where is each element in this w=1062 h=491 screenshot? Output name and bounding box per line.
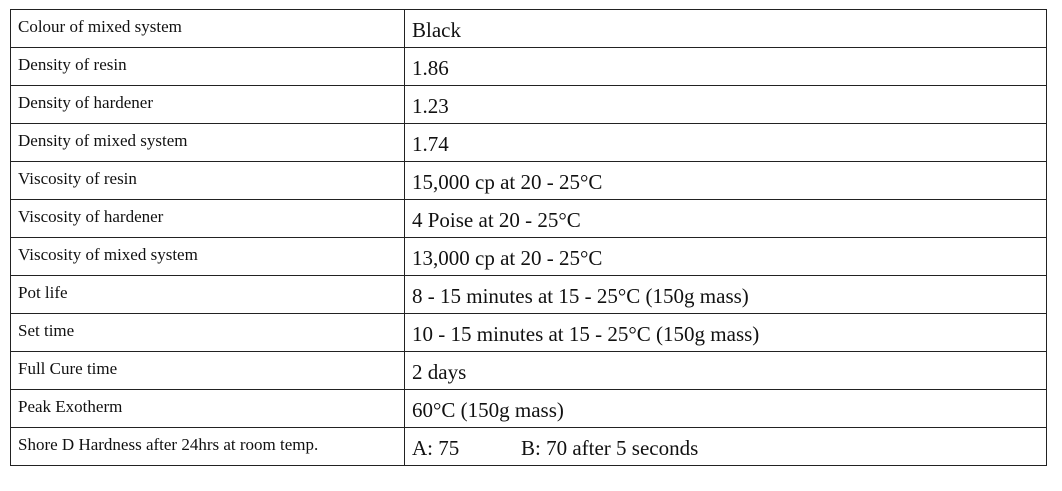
table-row: Pot life 8 - 15 minutes at 15 - 25°C (150… [10,275,1047,314]
property-cell: Density of mixed system [10,123,405,162]
table-row: Shore D Hardness after 24hrs at room tem… [10,427,1047,466]
value-cell: 1.23 [404,85,1047,124]
value-cell: 2 days [404,351,1047,390]
value-cell: 10 - 15 minutes at 15 - 25°C (150g mass) [404,313,1047,352]
property-cell: Set time [10,313,405,352]
value-cell: 8 - 15 minutes at 15 - 25°C (150g mass) [404,275,1047,314]
value-cell: A: 75 B: 70 after 5 seconds [404,427,1047,466]
table-row: Viscosity of mixed system 13,000 cp at 20… [10,237,1047,276]
property-cell: Density of hardener [10,85,405,124]
value-cell: 1.74 [404,123,1047,162]
value-cell: 13,000 cp at 20 - 25°C [404,237,1047,276]
property-cell: Shore D Hardness after 24hrs at room tem… [10,427,405,466]
value-cell: Black [404,9,1047,48]
table-row: Viscosity of hardener 4 Poise at 20 - 25°… [10,199,1047,238]
table-row: Viscosity of resin 15,000 cp at 20 - 25°C [10,161,1047,200]
property-cell: Pot life [10,275,405,314]
value-cell: 15,000 cp at 20 - 25°C [404,161,1047,200]
table-row: Density of hardener 1.23 [10,85,1047,124]
table-row: Colour of mixed system Black [10,9,1047,48]
table-body: Colour of mixed system Black Density of re… [10,9,1047,466]
property-cell: Viscosity of mixed system [10,237,405,276]
property-cell: Density of resin [10,47,405,86]
spec-table: Colour of mixed system Black Density of re… [10,9,1047,466]
value-cell: 1.86 [404,47,1047,86]
value-cell: 4 Poise at 20 - 25°C [404,199,1047,238]
table-row: Density of resin 1.86 [10,47,1047,86]
property-cell: Full Cure time [10,351,405,390]
value-part: B: 70 after 5 seconds [521,436,699,460]
value-cell: 60°C (150g mass) [404,389,1047,428]
property-cell: Peak Exotherm [10,389,405,428]
value-part: A: 75 [412,436,460,460]
table-row: Full Cure time 2 days [10,351,1047,390]
property-cell: Viscosity of hardener [10,199,405,238]
property-cell: Viscosity of resin [10,161,405,200]
table-row: Density of mixed system 1.74 [10,123,1047,162]
table-row: Peak Exotherm 60°C (150g mass) [10,389,1047,428]
property-cell: Colour of mixed system [10,9,405,48]
table-row: Set time 10 - 15 minutes at 15 - 25°C (15… [10,313,1047,352]
